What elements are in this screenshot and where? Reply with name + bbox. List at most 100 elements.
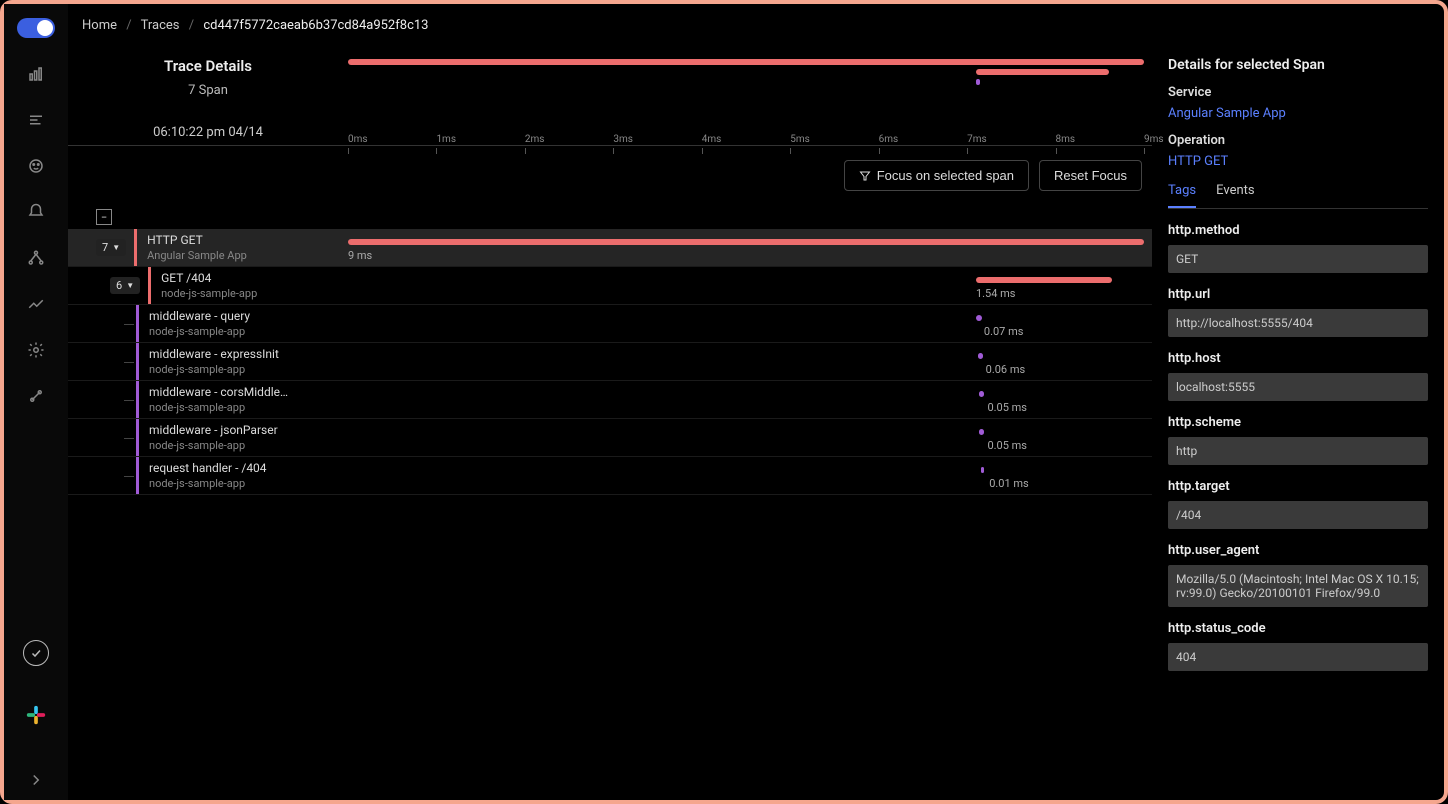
span-row[interactable]: 7▼ HTTP GET Angular Sample App 9 ms [68,229,1152,267]
expand-toggle[interactable]: 6▼ [110,277,140,294]
reset-focus-label: Reset Focus [1054,168,1127,183]
settings-icon[interactable] [26,340,46,360]
span-row[interactable]: middleware - jsonParser node-js-sample-ap… [68,419,1152,457]
breadcrumb: Home / Traces / cd447f5772caeab6b37cd84a… [68,4,1444,43]
span-row[interactable]: middleware - corsMiddlew… node-js-sample-… [68,381,1152,419]
span-name: middleware - expressInit [149,347,279,361]
tag-block: http.url http://localhost:5555/404 [1168,287,1428,337]
traces-icon[interactable] [26,110,46,130]
span-bar [976,315,982,321]
span-details-panel: Details for selected Span Service Angula… [1152,43,1444,800]
span-service: node-js-sample-app [149,401,289,414]
time-axis: 0ms1ms2ms3ms4ms5ms6ms7ms8ms9ms [348,123,1144,145]
tag-key: http.method [1168,223,1428,238]
tab-events[interactable]: Events [1216,183,1254,208]
tag-value: localhost:5555 [1168,373,1428,401]
dashboard-icon[interactable] [26,156,46,176]
axis-tick: 5ms [790,134,810,145]
tag-block: http.hostlocalhost:5555 [1168,351,1428,401]
span-row[interactable]: middleware - query node-js-sample-app 0.07… [68,305,1152,343]
metrics-icon[interactable] [26,64,46,84]
axis-tick: 6ms [879,134,899,145]
tag-block: http.target/404 [1168,479,1428,529]
overview-bar [976,79,980,85]
breadcrumb-traces[interactable]: Traces [141,18,180,33]
axis-tick: 1ms [436,134,456,145]
focus-span-button[interactable]: Focus on selected span [844,160,1029,191]
expand-sidebar-icon[interactable] [26,770,46,790]
span-duration: 0.06 ms [986,363,1026,376]
span-accent [148,267,151,304]
tag-block: http.schemehttp [1168,415,1428,465]
tag-key: http.url [1168,287,1428,302]
service-map-icon[interactable] [26,248,46,268]
breadcrumb-sep: / [126,18,131,33]
tag-value: 404 [1168,643,1428,671]
span-bar [979,391,983,397]
filter-icon [859,170,871,182]
span-name: middleware - corsMiddlew… [149,385,289,399]
details-title: Details for selected Span [1168,57,1428,73]
tag-value: GET [1168,245,1428,273]
span-duration: 9 ms [348,249,372,262]
span-name: HTTP GET [147,233,247,247]
span-row[interactable]: 6▼GET /404node-js-sample-app1.54 ms [68,267,1152,305]
axis-tick: 3ms [613,134,633,145]
focus-span-label: Focus on selected span [877,168,1014,183]
service-link[interactable]: Angular Sample App [1168,106,1428,121]
sidebar [4,4,68,800]
axis-tick: 8ms [1056,134,1076,145]
tag-key: http.target [1168,479,1428,494]
span-accent [136,305,139,342]
expand-toggle[interactable]: 7▼ [96,239,126,256]
reset-focus-button[interactable]: Reset Focus [1039,160,1142,191]
tag-value: http [1168,437,1428,465]
span-service: node-js-sample-app [149,325,250,338]
axis-tick: 2ms [525,134,545,145]
tag-key: http.status_code [1168,621,1428,636]
trace-overview [348,59,1144,99]
tag-block: http.status_code 404 [1168,621,1428,671]
span-duration: 0.01 ms [989,477,1029,490]
span-list: 7▼HTTP GETAngular Sample App9 ms6▼GET /4… [68,229,1152,495]
span-accent [136,381,139,418]
status-ok-icon[interactable] [23,640,49,666]
span-count: 7 Span [68,83,348,98]
span-service: node-js-sample-app [161,287,257,300]
span-accent [136,457,139,494]
axis-tick: 0ms [348,134,368,145]
span-name: middleware - query [149,309,250,323]
breadcrumb-sep: / [189,18,194,33]
span-bar [976,277,1112,283]
usage-icon[interactable] [26,294,46,314]
instrument-icon[interactable] [26,386,46,406]
slack-icon[interactable] [25,704,47,726]
tab-tags[interactable]: Tags [1168,183,1196,208]
page-title: Trace Details [68,57,348,75]
operation-label: Operation [1168,133,1428,148]
collapse-all-button[interactable]: − [96,209,112,225]
breadcrumb-home[interactable]: Home [82,18,117,33]
theme-toggle[interactable] [17,18,55,38]
span-row[interactable]: request handler - /404node-js-sample-app… [68,457,1152,495]
operation-link[interactable]: HTTP GET [1168,154,1428,169]
span-duration: 0.05 ms [987,439,1027,452]
span-service: node-js-sample-app [149,439,278,452]
tags-list: http.method GET http.url http://localhost:5… [1168,223,1428,671]
span-service: node-js-sample-app [149,477,267,490]
axis-tick: 9ms [1144,134,1164,145]
span-name: middleware - jsonParser [149,423,278,437]
span-duration: 0.07 ms [984,325,1024,338]
span-bar [978,353,983,359]
alerts-icon[interactable] [26,202,46,222]
span-row[interactable]: middleware - expressInitnode-js-sample-a… [68,343,1152,381]
axis-tick: 4ms [702,134,722,145]
service-label: Service [1168,85,1428,100]
tag-value: http://localhost:5555/404 [1168,309,1428,337]
span-duration: 1.54 ms [976,287,1016,300]
span-service: Angular Sample App [147,249,247,262]
span-bar [348,239,1144,245]
trace-timestamp: 06:10:22 pm 04/14 [68,125,348,144]
tag-key: http.user_agent [1168,543,1428,558]
overview-bar [348,59,1144,65]
